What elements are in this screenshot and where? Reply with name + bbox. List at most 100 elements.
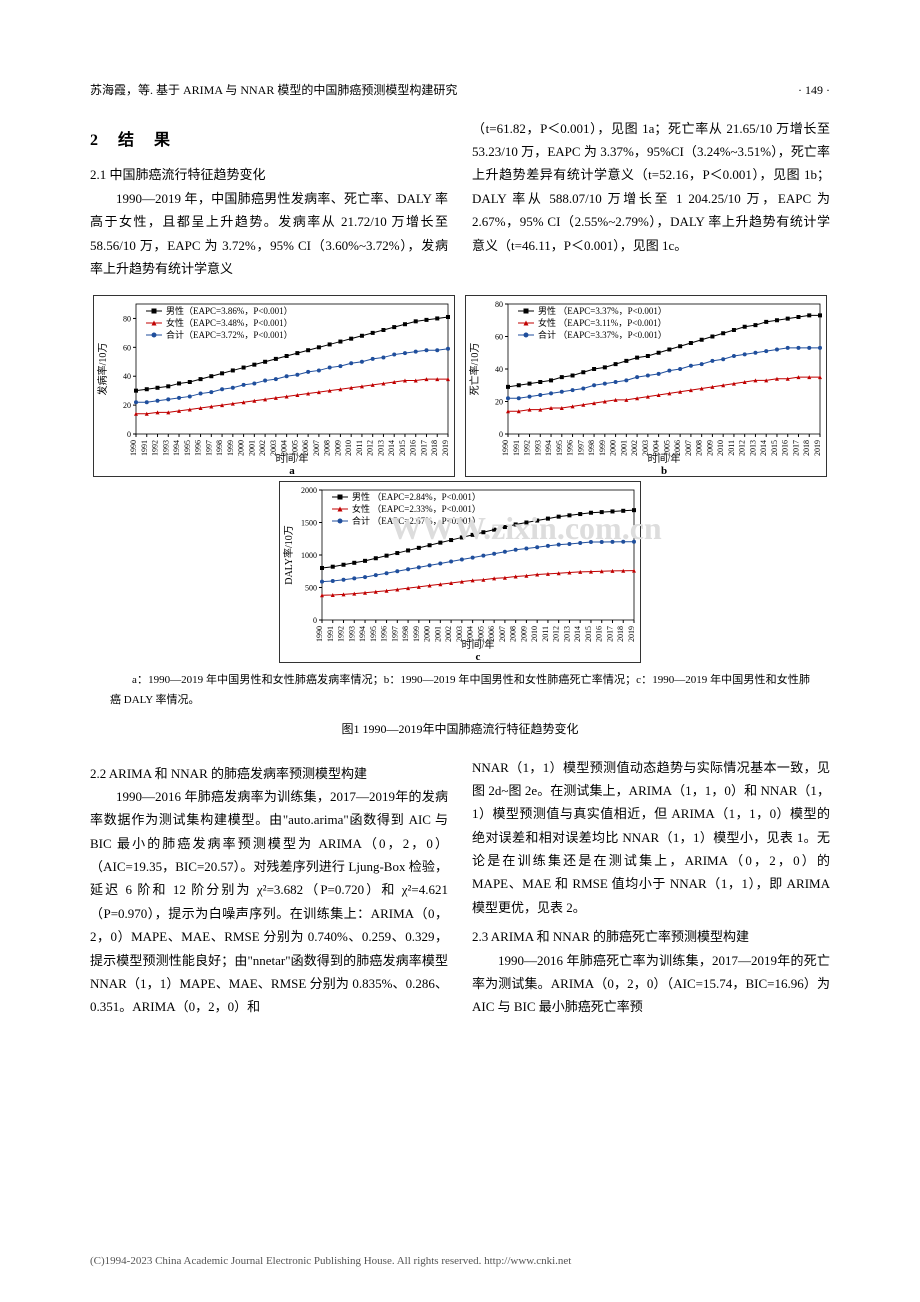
svg-text:男性（EAPC=3.86%，P<0.001）: 男性（EAPC=3.86%，P<0.001） xyxy=(166,305,293,316)
para-2-2-left: 1990—2016 年肺癌发病率为训练集，2017—2019年的发病率数据作为测… xyxy=(90,785,448,1019)
svg-text:2014: 2014 xyxy=(387,440,396,456)
svg-text:60: 60 xyxy=(123,344,131,353)
svg-text:2012: 2012 xyxy=(552,626,561,642)
svg-text:2007: 2007 xyxy=(684,440,693,456)
svg-text:0: 0 xyxy=(313,616,317,625)
svg-text:1998: 1998 xyxy=(215,440,224,456)
section-2-heading: 2 结 果 xyxy=(90,127,448,156)
svg-text:2016: 2016 xyxy=(595,626,604,642)
svg-text:女性 （EAPC=3.11%，P<0.001）: 女性 （EAPC=3.11%，P<0.001） xyxy=(538,317,667,328)
svg-text:1993: 1993 xyxy=(347,626,356,642)
svg-text:2001: 2001 xyxy=(619,440,628,456)
svg-text:1994: 1994 xyxy=(544,440,553,456)
svg-text:1995: 1995 xyxy=(555,440,564,456)
svg-text:1991: 1991 xyxy=(140,440,149,456)
svg-text:2009: 2009 xyxy=(705,440,714,456)
svg-text:1997: 1997 xyxy=(390,626,399,642)
svg-text:c: c xyxy=(476,651,481,662)
svg-text:1996: 1996 xyxy=(380,626,389,642)
svg-text:1992: 1992 xyxy=(523,440,532,456)
svg-text:0: 0 xyxy=(499,430,503,439)
svg-text:2011: 2011 xyxy=(541,626,550,642)
svg-text:1998: 1998 xyxy=(587,440,596,456)
svg-text:2015: 2015 xyxy=(398,440,407,456)
svg-text:1993: 1993 xyxy=(161,440,170,456)
svg-text:2011: 2011 xyxy=(355,440,364,456)
subsection-2-1-title: 2.1 中国肺癌流行特征趋势变化 xyxy=(90,163,448,186)
para-2-1-right: （t=61.82，P＜0.001），见图 1a；死亡率从 21.65/10 万增… xyxy=(472,117,830,257)
svg-text:2011: 2011 xyxy=(727,440,736,456)
svg-text:2002: 2002 xyxy=(258,440,267,456)
figure-1-caption: a：1990—2019 年中国男性和女性肺癌发病率情况；b：1990—2019 … xyxy=(110,671,810,711)
svg-text:1997: 1997 xyxy=(576,440,585,456)
svg-text:1992: 1992 xyxy=(337,626,346,642)
svg-text:2009: 2009 xyxy=(333,440,342,456)
svg-text:1999: 1999 xyxy=(412,626,421,642)
svg-text:2008: 2008 xyxy=(509,626,518,642)
svg-text:合计（EAPC=3.72%，P<0.001）: 合计（EAPC=3.72%，P<0.001） xyxy=(166,329,293,340)
svg-text:2019: 2019 xyxy=(441,440,450,456)
chart-a: 0204060801990199119921993199419951996199… xyxy=(93,295,455,477)
svg-text:2000: 2000 xyxy=(609,440,618,456)
svg-text:1993: 1993 xyxy=(533,440,542,456)
svg-text:2013: 2013 xyxy=(748,440,757,456)
figure-1: 0204060801990199119921993199419951996199… xyxy=(90,295,830,740)
svg-text:2000: 2000 xyxy=(301,486,317,495)
svg-text:80: 80 xyxy=(123,315,131,324)
chart-b: 0204060801990199119921993199419951996199… xyxy=(465,295,827,477)
svg-text:2019: 2019 xyxy=(813,440,822,456)
svg-text:1990: 1990 xyxy=(129,440,138,456)
svg-text:女性 （EAPC=2.33%，P<0.001）: 女性 （EAPC=2.33%，P<0.001） xyxy=(352,503,481,514)
svg-text:2010: 2010 xyxy=(716,440,725,456)
svg-text:2013: 2013 xyxy=(376,440,385,456)
figure-1-title: 图1 1990—2019年中国肺癌流行特征趋势变化 xyxy=(90,719,830,741)
svg-text:2017: 2017 xyxy=(605,626,614,642)
svg-text:2018: 2018 xyxy=(616,626,625,642)
svg-text:2018: 2018 xyxy=(802,440,811,456)
para-2-3-right: 1990—2016 年肺癌死亡率为训练集，2017—2019年的死亡率为测试集。… xyxy=(472,949,830,1019)
svg-text:1996: 1996 xyxy=(566,440,575,456)
svg-text:2001: 2001 xyxy=(247,440,256,456)
body-columns: 2.2 ARIMA 和 NNAR 的肺癌发病率预测模型构建 1990—2016 … xyxy=(90,756,830,1019)
svg-text:60: 60 xyxy=(495,333,503,342)
svg-text:2007: 2007 xyxy=(312,440,321,456)
svg-text:40: 40 xyxy=(123,373,131,382)
svg-text:2013: 2013 xyxy=(562,626,571,642)
svg-text:合计 （EAPC=2.67%，P<0.001）: 合计 （EAPC=2.67%，P<0.001） xyxy=(352,515,481,526)
svg-text:2015: 2015 xyxy=(770,440,779,456)
svg-text:20: 20 xyxy=(495,398,503,407)
svg-text:2014: 2014 xyxy=(759,440,768,456)
svg-text:a: a xyxy=(289,465,295,476)
svg-text:女性（EAPC=3.48%，P<0.001）: 女性（EAPC=3.48%，P<0.001） xyxy=(166,317,293,328)
svg-text:1991: 1991 xyxy=(512,440,521,456)
svg-text:1998: 1998 xyxy=(401,626,410,642)
svg-text:1991: 1991 xyxy=(326,626,335,642)
svg-text:2009: 2009 xyxy=(519,626,528,642)
svg-text:2002: 2002 xyxy=(444,626,453,642)
svg-text:0: 0 xyxy=(127,430,131,439)
subsection-2-2-title: 2.2 ARIMA 和 NNAR 的肺癌发病率预测模型构建 xyxy=(90,762,448,785)
intro-columns: 2 结 果 2.1 中国肺癌流行特征趋势变化 1990—2019 年，中国肺癌男… xyxy=(90,117,830,281)
svg-text:2012: 2012 xyxy=(738,440,747,456)
svg-text:2019: 2019 xyxy=(627,626,636,642)
page-header: 苏海霞，等. 基于 ARIMA 与 NNAR 模型的中国肺癌预测模型构建研究 ·… xyxy=(90,80,830,107)
svg-text:DALY率/10万: DALY率/10万 xyxy=(282,526,295,586)
svg-text:男性 （EAPC=2.84%，P<0.001）: 男性 （EAPC=2.84%，P<0.001） xyxy=(352,491,481,502)
subsection-2-3-title: 2.3 ARIMA 和 NNAR 的肺癌死亡率预测模型构建 xyxy=(472,925,830,948)
svg-text:2002: 2002 xyxy=(630,440,639,456)
svg-text:1990: 1990 xyxy=(315,626,324,642)
svg-text:2010: 2010 xyxy=(344,440,353,456)
svg-text:2008: 2008 xyxy=(695,440,704,456)
svg-text:2000: 2000 xyxy=(237,440,246,456)
svg-text:2010: 2010 xyxy=(530,626,539,642)
svg-text:2001: 2001 xyxy=(433,626,442,642)
svg-text:发病率/10万: 发病率/10万 xyxy=(96,343,109,396)
svg-text:20: 20 xyxy=(123,401,131,410)
svg-text:时间/年: 时间/年 xyxy=(648,452,681,465)
header-right: · 149 · xyxy=(798,80,830,102)
svg-text:1999: 1999 xyxy=(598,440,607,456)
svg-text:2017: 2017 xyxy=(419,440,428,456)
svg-text:合计 （EAPC=3.37%，P<0.001）: 合计 （EAPC=3.37%，P<0.001） xyxy=(538,329,667,340)
svg-text:1995: 1995 xyxy=(369,626,378,642)
svg-text:b: b xyxy=(661,465,667,476)
